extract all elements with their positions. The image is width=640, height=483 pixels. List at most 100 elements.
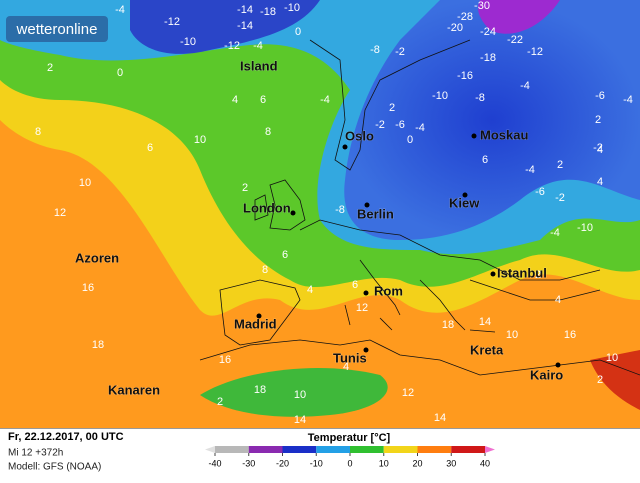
city-dot [471, 133, 477, 139]
temperature-label: -2 [395, 46, 405, 58]
city-label: London [243, 200, 291, 215]
temperature-label: 6 [482, 154, 488, 166]
temperature-label: -8 [335, 204, 345, 216]
legend-tick-label: 0 [347, 458, 352, 468]
temperature-label: 6 [352, 279, 358, 291]
temperature-label: -20 [447, 22, 463, 34]
temperature-label: 10 [506, 329, 518, 341]
temperature-label: -10 [180, 36, 196, 48]
legend-tick-label: 30 [446, 458, 456, 468]
temperature-label: -14 [237, 4, 253, 16]
temperature-label: 4 [343, 361, 349, 373]
temperature-label: 2 [217, 396, 223, 408]
temperature-label: 8 [265, 126, 271, 138]
city-dot [462, 192, 468, 198]
forecast-date: Fr, 22.12.2017, 00 UTC [8, 431, 124, 443]
temperature-label: -10 [284, 2, 300, 14]
city-dot [490, 271, 496, 277]
temperature-label: 18 [92, 339, 104, 351]
temperature-label: 2 [557, 159, 563, 171]
temperature-label: -12 [527, 46, 543, 58]
temperature-label: -18 [260, 6, 276, 18]
temperature-label: -2 [375, 119, 385, 131]
temperature-label: -12 [164, 16, 180, 28]
city-dot [363, 290, 369, 296]
temperature-label: 4 [555, 294, 561, 306]
temperature-label: -4 [525, 164, 535, 176]
temperature-label: -30 [474, 0, 490, 12]
legend-title: Temperatur [°C] [308, 432, 391, 444]
cool-desert [200, 367, 388, 417]
cold-zone-north [130, 0, 320, 54]
legend-color [417, 446, 452, 453]
city-label: Oslo [345, 128, 374, 143]
temperature-label: 6 [147, 142, 153, 154]
temperature-label: 8 [35, 126, 41, 138]
legend-tick-label: 20 [412, 458, 422, 468]
legend-tick-label: -10 [310, 458, 323, 468]
temperature-label: 0 [295, 26, 301, 38]
temperature-label: -4 [320, 94, 330, 106]
temperature-label: -12 [224, 40, 240, 52]
temperature-label: 4 [307, 284, 313, 296]
legend-tip [205, 446, 215, 453]
legend-tick-label: -30 [242, 458, 255, 468]
temperature-label: 0 [407, 134, 413, 146]
temperature-label: 18 [442, 319, 454, 331]
city-dot [364, 202, 370, 208]
temperature-label: -4 [550, 227, 560, 239]
temperature-label: -4 [115, 4, 125, 16]
temperature-label: -10 [432, 90, 448, 102]
temperature-label: 2 [47, 62, 53, 74]
city-dot [290, 210, 296, 216]
legend-color [316, 446, 350, 453]
logo: wetteronline [16, 21, 98, 38]
temperature-label: -4 [520, 80, 530, 92]
temperature-label: -6 [595, 90, 605, 102]
temperature-label: 14 [434, 412, 446, 424]
legend-tick-label: -40 [208, 458, 221, 468]
temperature-label: 4 [232, 94, 238, 106]
city-label: Rom [374, 283, 403, 298]
forecast-run: Mi 12 +372h [8, 448, 63, 459]
temperature-label: -4 [623, 94, 633, 106]
temperature-label: -14 [237, 20, 253, 32]
temperature-label: 16 [219, 354, 231, 366]
city-label: Kreta [470, 342, 504, 357]
temperature-label: -4 [415, 122, 425, 134]
temperature-label: 10 [194, 134, 206, 146]
temperature-label: -8 [475, 92, 485, 104]
city-label: Azoren [75, 250, 119, 265]
temperature-label: 4 [597, 176, 603, 188]
temperature-label: -22 [507, 34, 523, 46]
temperature-label: -6 [535, 186, 545, 198]
legend-tick-label: -20 [276, 458, 289, 468]
city-label: Island [240, 58, 278, 73]
temperature-label: 10 [606, 352, 618, 364]
city-label: Tunis [333, 350, 367, 365]
temperature-label: 4 [597, 144, 603, 156]
temperature-label: -4 [253, 40, 263, 52]
city-label: Madrid [234, 316, 277, 331]
temperature-label: 14 [479, 316, 491, 328]
temperature-label: 2 [535, 269, 541, 281]
temperature-label: -10 [577, 222, 593, 234]
legend-tip [485, 446, 495, 453]
temperature-label: 8 [262, 264, 268, 276]
city-label: Berlin [357, 206, 394, 221]
temperature-label: 2 [595, 114, 601, 126]
coastlines [199, 39, 640, 376]
legend-color [282, 446, 317, 453]
temperature-label: 16 [564, 329, 576, 341]
legend-color [350, 446, 384, 453]
temperature-label: 12 [402, 387, 414, 399]
legend-color [383, 446, 418, 453]
temperature-label: 2 [242, 182, 248, 194]
city-label: Moskau [480, 127, 528, 142]
temperature-label: 6 [260, 94, 266, 106]
temperature-label: -16 [457, 70, 473, 82]
temperature-label: -2 [593, 142, 603, 154]
city-dot [363, 347, 369, 353]
